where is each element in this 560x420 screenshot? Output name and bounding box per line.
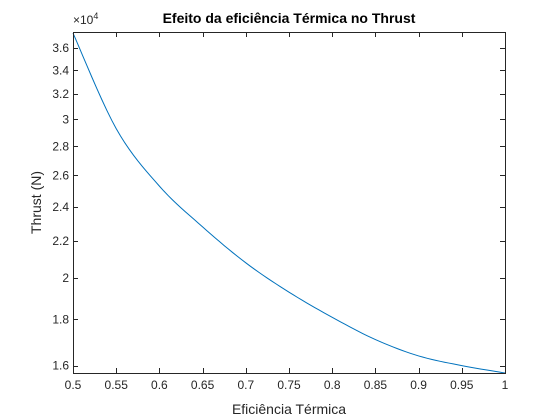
x-tick-label: 0.9: [410, 378, 427, 392]
x-axis-ticks: 0.5 0.55 0.6 0.65 0.7 0.75 0.8 0.85 0.9 0.95 1: [65, 32, 509, 392]
y-tick-label: 1.6: [52, 359, 69, 373]
y-tick-label: 2.6: [52, 168, 69, 182]
x-tick-label: 0.5: [65, 378, 82, 392]
x-tick-label: 0.6: [151, 378, 168, 392]
y-axis-label: Thrust (N): [28, 171, 44, 234]
y-axis-exponent: ×104: [73, 11, 98, 27]
x-tick-label: 0.7: [237, 378, 254, 392]
y-tick-label: 2.4: [52, 200, 69, 214]
y-tick-label: 2: [62, 271, 69, 285]
x-tick-label: 1: [502, 378, 509, 392]
x-tick-label: 0.85: [364, 378, 388, 392]
x-tick-label: 0.95: [450, 378, 474, 392]
y-axis-exponent-power: 4: [93, 11, 98, 21]
x-tick-label: 0.65: [191, 378, 215, 392]
y-axis-exponent-base: ×10: [73, 13, 94, 27]
x-axis-label: Eficiência Térmica: [232, 401, 346, 417]
y-tick-label: 1.8: [52, 312, 69, 326]
y-tick-label: 3.4: [52, 63, 69, 77]
plot-area: [73, 32, 505, 373]
x-tick-label: 0.75: [277, 378, 301, 392]
y-tick-label: 3.6: [52, 41, 69, 55]
thrust-series-line: [72, 32, 506, 374]
plot-frame: [73, 32, 506, 374]
y-tick-label: 2.2: [52, 234, 69, 248]
x-tick-label: 0.8: [324, 378, 341, 392]
y-axis-ticks: 1.6 1.8 2 2.2 2.4 2.6 2.8 3 3.2 3.4 3.6: [52, 41, 505, 373]
y-tick-label: 3: [62, 112, 69, 126]
y-tick-label: 3.2: [52, 87, 69, 101]
x-tick-label: 0.55: [105, 378, 129, 392]
y-tick-label: 2.8: [52, 139, 69, 153]
chart-title: Efeito da eficiência Térmica no Thrust: [163, 10, 416, 26]
